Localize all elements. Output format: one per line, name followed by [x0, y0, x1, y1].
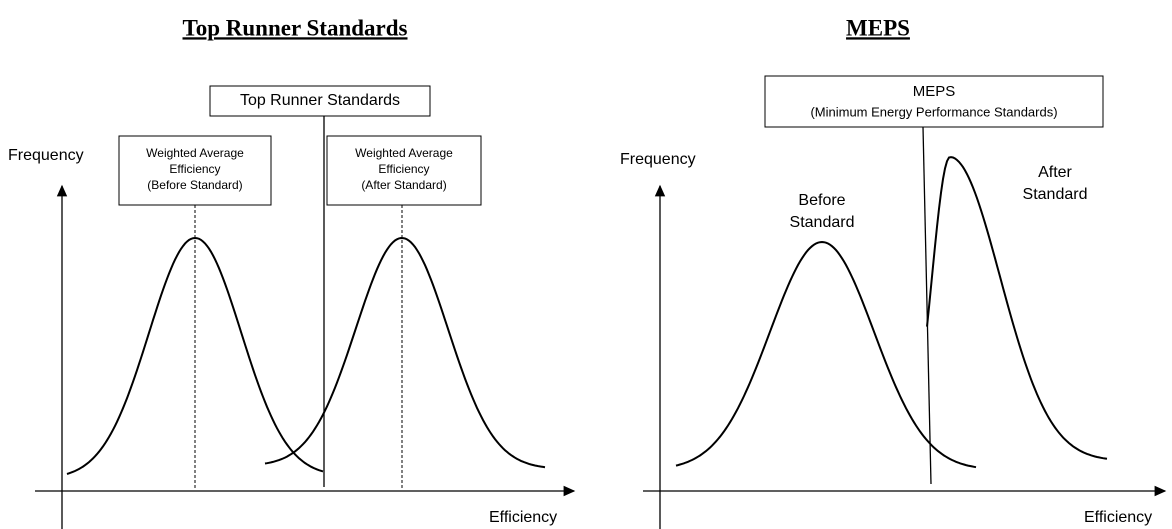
average-box-text: Efficiency: [169, 162, 220, 176]
x-axis-label: Efficiency: [1084, 509, 1152, 526]
before-curve: [66, 236, 324, 475]
average-box-text: (Before Standard): [147, 178, 242, 192]
curve-label: After: [1038, 164, 1072, 181]
average-box-text: (After Standard): [361, 178, 446, 192]
curve-label: Before: [798, 192, 845, 209]
after-curve: [926, 156, 1108, 460]
x-axis-label: Efficiency: [489, 509, 557, 526]
average-box-text: Efficiency: [378, 162, 429, 176]
standard-box: [764, 75, 1104, 128]
standard-box-text: (Minimum Energy Performance Standards): [810, 104, 1057, 119]
y-axis-label: Frequency: [8, 147, 84, 164]
standard-box: [209, 85, 431, 117]
average-box-text: Weighted Average: [146, 146, 244, 160]
top-runner-panel: Top Runner Standards Frequency Efficienc…: [8, 15, 576, 529]
average-box-text: Weighted Average: [355, 146, 453, 160]
meps-panel: MEPS Frequency Efficiency MEPS (Minimum …: [620, 15, 1167, 529]
panel-title: Top Runner Standards: [183, 15, 408, 40]
curve-label: Standard: [790, 214, 855, 231]
before-curve: [675, 240, 977, 469]
curve-label: Standard: [1023, 186, 1088, 203]
average-box: [326, 135, 482, 206]
average-box: [118, 135, 272, 206]
after-curve: [264, 236, 546, 469]
panel-title: MEPS: [846, 15, 910, 40]
y-axis-label: Frequency: [620, 151, 696, 168]
standard-box-text: Top Runner Standards: [240, 92, 400, 109]
standard-box-text: MEPS: [913, 83, 956, 100]
standard-line: [922, 126, 932, 485]
